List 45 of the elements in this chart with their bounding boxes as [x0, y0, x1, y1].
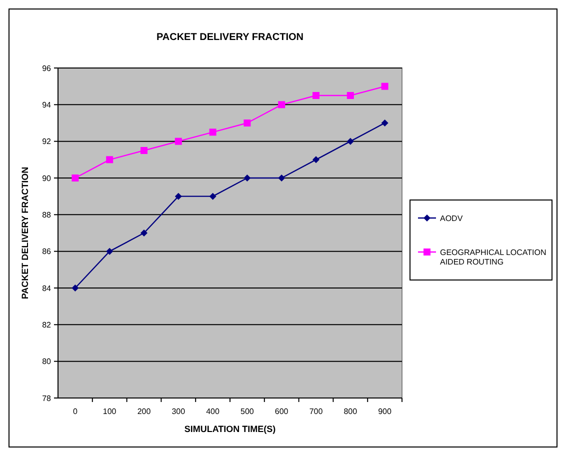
- legend-label: AODV: [440, 214, 464, 223]
- point: [244, 174, 251, 182]
- y-tick-label: 86: [42, 247, 52, 256]
- point: [278, 174, 286, 182]
- x-tick-label: 400: [206, 407, 220, 416]
- y-axis-title: PACKET DELIVERY FRACTION: [20, 166, 30, 300]
- point: [72, 174, 79, 182]
- point: [106, 156, 114, 164]
- point: [244, 120, 251, 126]
- y-tick-label: 82: [42, 320, 52, 330]
- x-axis-title: SIMULATION TIME(S): [184, 424, 276, 434]
- point: [106, 248, 114, 255]
- point: [140, 147, 148, 154]
- point: [209, 128, 216, 136]
- y-tick-label: 80: [42, 357, 52, 366]
- x-tick-label: 500: [240, 407, 254, 416]
- y-tick-label: 90: [42, 174, 52, 183]
- point: [72, 284, 79, 292]
- x-tick-label: 800: [344, 407, 358, 416]
- y-tick-label: 78: [42, 394, 52, 403]
- y-tick-label: 96: [42, 64, 52, 73]
- point: [346, 92, 354, 99]
- y-tick-label: 92: [42, 137, 52, 146]
- legend-label: GEOGRAPHICAL LOCATION AIDED ROUTING: [440, 248, 546, 266]
- y-tick-label: 84: [42, 284, 52, 293]
- point: [381, 82, 388, 90]
- point: [174, 192, 182, 200]
- point: [346, 138, 354, 145]
- chart-title: PACKET DELIVERY FRACTION: [156, 32, 304, 43]
- x-tick-label: 300: [172, 407, 186, 416]
- point: [312, 92, 320, 99]
- point: [278, 101, 286, 108]
- x-tick-label: 600: [274, 407, 289, 416]
- x-tick-label: 100: [102, 407, 117, 416]
- point: [381, 120, 388, 126]
- point: [209, 192, 216, 200]
- x-tick-label: 0: [72, 407, 78, 416]
- x-tick-label: 900: [378, 407, 392, 416]
- point: [140, 230, 148, 236]
- y-tick-label: 94: [42, 100, 52, 110]
- x-tick-label: 200: [137, 407, 152, 416]
- y-tick-label: 88: [42, 210, 52, 220]
- point: [174, 138, 182, 145]
- x-tick-label: 700: [309, 407, 324, 416]
- point: [312, 156, 320, 164]
